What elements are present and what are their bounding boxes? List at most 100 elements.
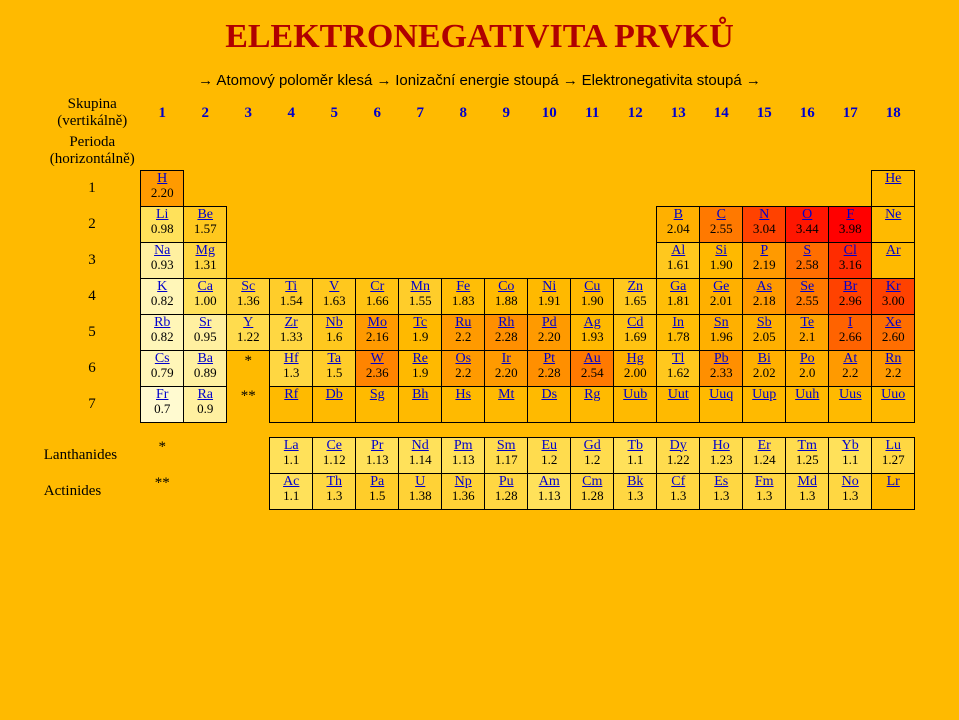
element-Uut: Uut bbox=[657, 386, 700, 422]
element-He: He bbox=[872, 170, 915, 206]
element-Tl: Tl1.62 bbox=[657, 350, 700, 386]
element-N: N3.04 bbox=[743, 206, 786, 242]
element-Pu: Pu1.28 bbox=[485, 473, 528, 509]
element-Uub: Uub bbox=[614, 386, 657, 422]
element-Db: Db bbox=[313, 386, 356, 422]
periodic-table: Skupina(vertikálně)123456789101112131415… bbox=[44, 94, 915, 510]
element-Mn: Mn1.55 bbox=[399, 278, 442, 314]
element-Al: Al1.61 bbox=[657, 242, 700, 278]
element-Sm: Sm1.17 bbox=[485, 437, 528, 473]
element-Si: Si1.90 bbox=[700, 242, 743, 278]
element-Sn: Sn1.96 bbox=[700, 314, 743, 350]
element-Hf: Hf1.3 bbox=[270, 350, 313, 386]
element-Mo: Mo2.16 bbox=[356, 314, 399, 350]
element-Fr: Fr0.7 bbox=[141, 386, 184, 422]
element-Tb: Tb1.1 bbox=[614, 437, 657, 473]
element-Pm: Pm1.13 bbox=[442, 437, 485, 473]
element-Po: Po2.0 bbox=[786, 350, 829, 386]
element-Mg: Mg1.31 bbox=[184, 242, 227, 278]
element-Os: Os2.2 bbox=[442, 350, 485, 386]
element-Pd: Pd2.20 bbox=[528, 314, 571, 350]
period-num: 6 bbox=[44, 350, 141, 386]
element-B: B2.04 bbox=[657, 206, 700, 242]
element-Th: Th1.3 bbox=[313, 473, 356, 509]
element-Ho: Ho1.23 bbox=[700, 437, 743, 473]
element-Pa: Pa1.5 bbox=[356, 473, 399, 509]
element-Ag: Ag1.93 bbox=[571, 314, 614, 350]
element-Gd: Gd1.2 bbox=[571, 437, 614, 473]
group-num: 3 bbox=[227, 94, 270, 132]
element-Md: Md1.3 bbox=[786, 473, 829, 509]
group-num: 12 bbox=[614, 94, 657, 132]
element-Am: Am1.13 bbox=[528, 473, 571, 509]
element-K: K0.82 bbox=[141, 278, 184, 314]
element-Uuq: Uuq bbox=[700, 386, 743, 422]
element-Rh: Rh2.28 bbox=[485, 314, 528, 350]
group-num: 2 bbox=[184, 94, 227, 132]
element-Hg: Hg2.00 bbox=[614, 350, 657, 386]
element-No: No1.3 bbox=[829, 473, 872, 509]
series-marker: * bbox=[141, 437, 184, 473]
period-num: 4 bbox=[44, 278, 141, 314]
element-Pt: Pt2.28 bbox=[528, 350, 571, 386]
element-Ce: Ce1.12 bbox=[313, 437, 356, 473]
group-num: 1 bbox=[141, 94, 184, 132]
group-num: 14 bbox=[700, 94, 743, 132]
element-Cr: Cr1.66 bbox=[356, 278, 399, 314]
series-marker: * bbox=[227, 350, 270, 386]
element-Ga: Ga1.81 bbox=[657, 278, 700, 314]
element-F: F3.98 bbox=[829, 206, 872, 242]
element-Br: Br2.96 bbox=[829, 278, 872, 314]
element-C: C2.55 bbox=[700, 206, 743, 242]
element-As: As2.18 bbox=[743, 278, 786, 314]
element-Uuh: Uuh bbox=[786, 386, 829, 422]
element-Pb: Pb2.33 bbox=[700, 350, 743, 386]
element-Be: Be1.57 bbox=[184, 206, 227, 242]
element-At: At2.2 bbox=[829, 350, 872, 386]
page-title: ELEKTRONEGATIVITA PRVKŮ bbox=[20, 18, 939, 56]
period-num: 5 bbox=[44, 314, 141, 350]
element-Y: Y1.22 bbox=[227, 314, 270, 350]
element-Fm: Fm1.3 bbox=[743, 473, 786, 509]
element-Te: Te2.1 bbox=[786, 314, 829, 350]
group-num: 15 bbox=[743, 94, 786, 132]
subtitle: → Atomový poloměr klesá → Ionizační ener… bbox=[20, 72, 939, 90]
element-Ne: Ne bbox=[872, 206, 915, 242]
element-Ra: Ra0.9 bbox=[184, 386, 227, 422]
period-num: 7 bbox=[44, 386, 141, 422]
element-W: W2.36 bbox=[356, 350, 399, 386]
element-P: P2.19 bbox=[743, 242, 786, 278]
period-label: Perioda(horizontálně) bbox=[44, 132, 141, 170]
group-num: 17 bbox=[829, 94, 872, 132]
element-Cl: Cl3.16 bbox=[829, 242, 872, 278]
element-Uup: Uup bbox=[743, 386, 786, 422]
element-Sb: Sb2.05 bbox=[743, 314, 786, 350]
element-Es: Es1.3 bbox=[700, 473, 743, 509]
element-Zn: Zn1.65 bbox=[614, 278, 657, 314]
element-Yb: Yb1.1 bbox=[829, 437, 872, 473]
element-Ru: Ru2.2 bbox=[442, 314, 485, 350]
element-Ds: Ds bbox=[528, 386, 571, 422]
element-Ac: Ac1.1 bbox=[270, 473, 313, 509]
element-Pr: Pr1.13 bbox=[356, 437, 399, 473]
element-Na: Na0.93 bbox=[141, 242, 184, 278]
group-num: 5 bbox=[313, 94, 356, 132]
element-O: O3.44 bbox=[786, 206, 829, 242]
element-Nd: Nd1.14 bbox=[399, 437, 442, 473]
series-marker: ** bbox=[141, 473, 184, 509]
group-label: Skupina(vertikálně) bbox=[44, 94, 141, 132]
element-Cu: Cu1.90 bbox=[571, 278, 614, 314]
element-Cd: Cd1.69 bbox=[614, 314, 657, 350]
element-Au: Au2.54 bbox=[571, 350, 614, 386]
group-num: 6 bbox=[356, 94, 399, 132]
element-Ta: Ta1.5 bbox=[313, 350, 356, 386]
element-Np: Np1.36 bbox=[442, 473, 485, 509]
element-Se: Se2.55 bbox=[786, 278, 829, 314]
element-Re: Re1.9 bbox=[399, 350, 442, 386]
period-num: 3 bbox=[44, 242, 141, 278]
group-num: 4 bbox=[270, 94, 313, 132]
element-Ar: Ar bbox=[872, 242, 915, 278]
element-Eu: Eu1.2 bbox=[528, 437, 571, 473]
element-Li: Li0.98 bbox=[141, 206, 184, 242]
element-Sg: Sg bbox=[356, 386, 399, 422]
